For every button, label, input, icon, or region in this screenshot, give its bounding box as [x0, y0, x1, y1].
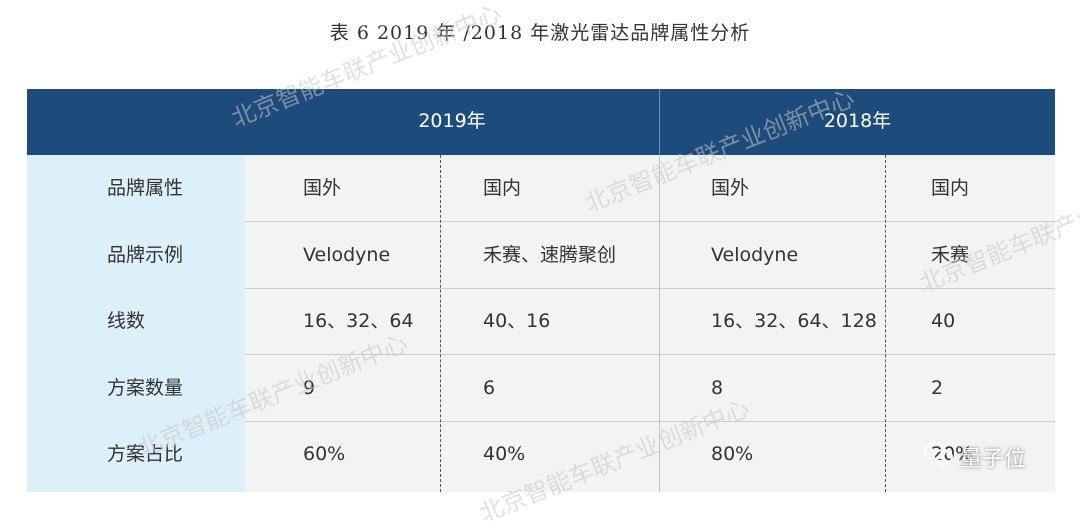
table-row: 品牌属性 国外 国内 国外 国内 — [27, 155, 1055, 221]
cell-2019-domestic: 禾赛、速腾聚创 — [483, 244, 617, 266]
cell-2018-foreign: 国外 — [711, 177, 750, 199]
cell-2018-domestic: 40 — [931, 310, 956, 332]
row-label: 线数 — [107, 310, 146, 332]
column-divider-dashed — [440, 155, 441, 492]
row-divider — [245, 288, 1055, 289]
table-caption: 表 6 2019 年 /2018 年激光雷达品牌属性分析 — [329, 22, 751, 44]
year-divider — [659, 155, 660, 492]
header-2019: 2019年 — [418, 110, 486, 132]
cell-2018-domestic: 国内 — [931, 177, 970, 199]
badge-text: 量子位 — [960, 447, 1027, 472]
cell-2019-foreign: 60% — [303, 443, 346, 465]
cell-2018-foreign: 8 — [711, 377, 724, 399]
cell-2018-foreign: 16、32、64、128 — [711, 310, 877, 332]
cell-2018-domestic: 2 — [931, 377, 944, 399]
cell-2019-domestic: 40% — [483, 443, 526, 465]
table-header: 2019年 2018年 — [27, 89, 1055, 155]
row-label: 方案占比 — [107, 443, 184, 465]
cell-2018-foreign: 80% — [711, 443, 754, 465]
header-2018: 2018年 — [823, 110, 892, 132]
table-row: 方案占比 60% 40% 80% 20% — [27, 421, 1055, 487]
row-label: 品牌示例 — [107, 244, 184, 266]
label-column — [27, 155, 245, 492]
source-badge: 量子位 — [924, 440, 1026, 474]
row-label: 方案数量 — [107, 377, 184, 399]
cell-2018-foreign: Velodyne — [711, 244, 799, 266]
cell-2019-foreign: 国外 — [303, 177, 342, 199]
table-row: 方案数量 9 6 8 2 — [27, 355, 1055, 421]
table-row: 线数 16、32、64 40、16 16、32、64、128 40 — [27, 288, 1055, 354]
row-divider — [245, 421, 1055, 422]
brand-attribute-table: 2019年 2018年 品牌属性 国外 国内 国外 国内 品牌示例 Velody… — [27, 89, 1055, 492]
cell-2019-domestic: 国内 — [483, 177, 522, 199]
cell-2019-foreign: 9 — [303, 377, 316, 399]
cell-2019-domestic: 40、16 — [483, 310, 551, 332]
cell-2019-foreign: 16、32、64 — [303, 310, 414, 332]
cell-2019-domestic: 6 — [483, 377, 496, 399]
row-divider — [245, 354, 1055, 355]
table-row: 品牌示例 Velodyne 禾赛、速腾聚创 Velodyne 禾赛 — [27, 222, 1055, 288]
column-divider-dashed — [885, 155, 886, 492]
wechat-icon — [924, 441, 960, 473]
header-divider — [659, 89, 660, 155]
cell-2019-foreign: Velodyne — [303, 244, 391, 266]
row-divider — [245, 221, 1055, 222]
table-body: 品牌属性 国外 国内 国外 国内 品牌示例 Velodyne 禾赛、速腾聚创 V… — [27, 155, 1055, 492]
row-label: 品牌属性 — [107, 177, 184, 199]
cell-2018-domestic: 禾赛 — [931, 244, 970, 266]
